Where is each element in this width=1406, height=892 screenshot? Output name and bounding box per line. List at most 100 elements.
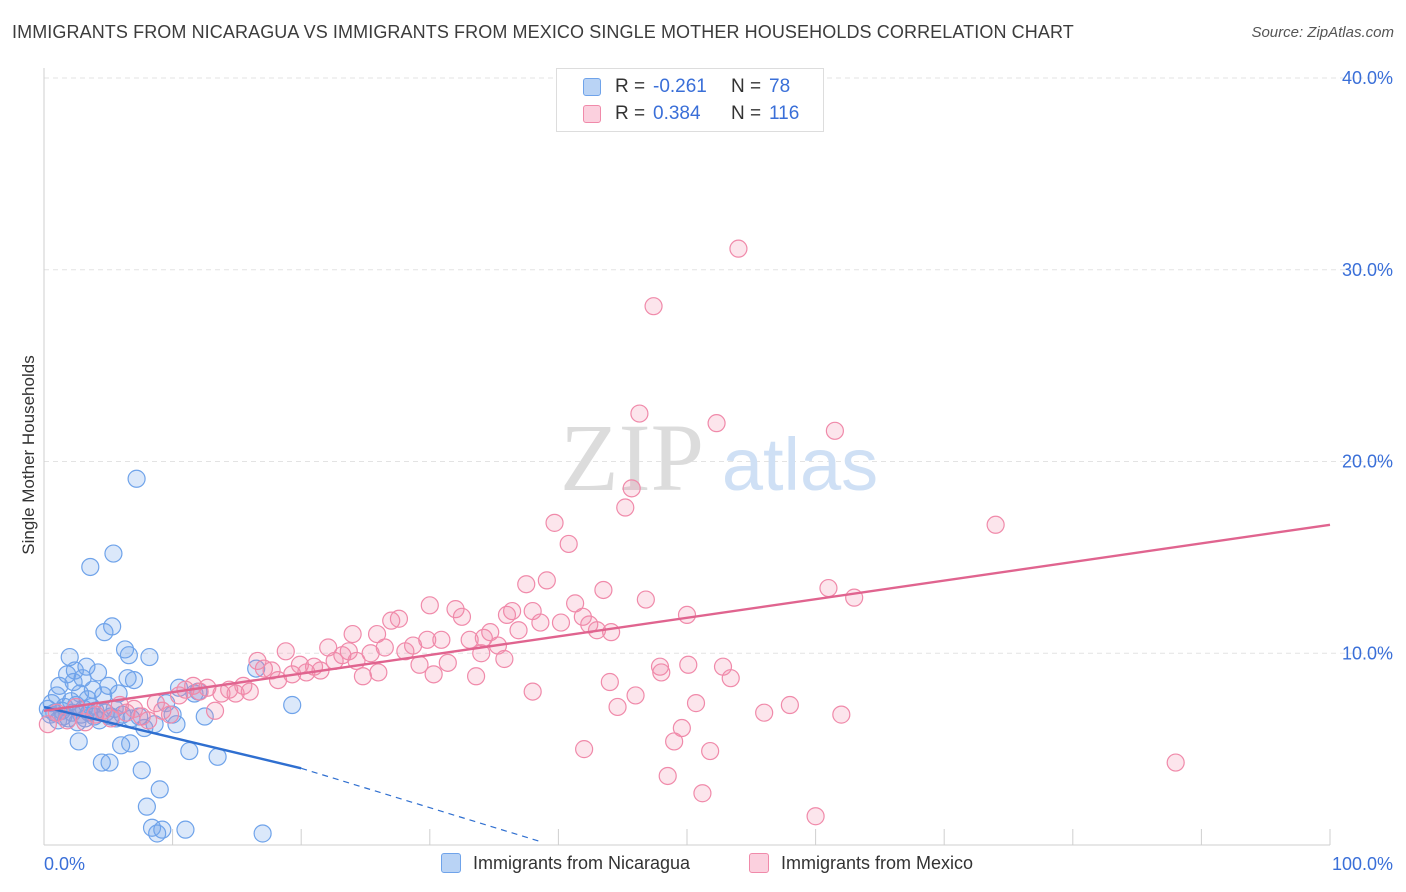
point-nicaragua [99, 676, 118, 695]
point-nicaragua [195, 707, 214, 726]
legend-swatch-nicaragua [441, 853, 461, 873]
point-mexico [226, 684, 245, 703]
watermark-zip: ZIP [560, 404, 704, 511]
y-tick-label: 30.0% [1342, 260, 1393, 280]
point-mexico [677, 605, 697, 625]
point-mexico [418, 630, 437, 649]
point-mexico [575, 740, 594, 759]
point-mexico [626, 686, 645, 705]
series-legend: Immigrants from Nicaragua Immigrants fro… [0, 852, 1406, 878]
x-tick-label-min: 0.0% [44, 854, 85, 874]
watermark: ZIP atlas [560, 404, 878, 511]
legend-label-mexico: Immigrants from Mexico [781, 853, 974, 873]
point-mexico [523, 682, 542, 701]
point-mexico [375, 638, 394, 657]
point-mexico [806, 807, 825, 826]
point-nicaragua [253, 824, 272, 843]
point-mexico [636, 590, 655, 609]
point-mexico [124, 699, 144, 718]
point-mexico [622, 479, 641, 498]
watermark-atlas: atlas [722, 423, 878, 506]
point-nicaragua [100, 753, 119, 772]
point-mexico [819, 578, 838, 598]
point-nicaragua [124, 670, 144, 690]
point-mexico [686, 694, 706, 713]
trend-lines [43, 523, 1331, 842]
point-mexico [650, 657, 670, 676]
point-mexico [545, 513, 564, 532]
point-nicaragua [69, 732, 88, 751]
point-mexico [497, 605, 517, 625]
point-nicaragua [127, 469, 146, 488]
source-credit: Source: ZipAtlas.com [1251, 24, 1394, 41]
legend-label-nicaragua: Immigrants from Nicaragua [473, 853, 691, 873]
trend-line-nicaragua [43, 705, 302, 770]
point-mexico [240, 682, 259, 701]
point-mexico [707, 414, 726, 433]
stats-legend: R = -0.261 N = 78 R = 0.384 N = 116 [556, 68, 824, 132]
point-mexico [466, 667, 486, 686]
point-mexico [832, 705, 851, 724]
point-mexico [644, 297, 663, 316]
point-mexico [986, 515, 1005, 534]
point-mexico [438, 653, 457, 672]
point-nicaragua [65, 661, 84, 680]
point-nicaragua [132, 761, 151, 780]
point-mexico [343, 624, 362, 644]
point-mexico [600, 672, 619, 692]
point-nicaragua [112, 736, 131, 755]
point-mexico [205, 701, 225, 720]
stats-row-mexico: R = 0.384 N = 116 [557, 101, 823, 127]
n-value: 78 [769, 76, 791, 97]
point-mexico [452, 607, 472, 626]
n-label: N = [731, 103, 762, 124]
stats-row-nicaragua: R = -0.261 N = 78 [557, 74, 823, 100]
y-tick-label: 20.0% [1342, 452, 1393, 472]
stats-swatch-mexico [583, 105, 601, 123]
point-mexico [658, 766, 677, 786]
point-nicaragua [180, 741, 199, 761]
point-mexico [481, 623, 500, 642]
point-nicaragua [119, 646, 138, 665]
r-value: -0.261 [653, 76, 707, 97]
point-mexico [652, 663, 671, 682]
point-mexico [755, 703, 774, 722]
point-mexico [594, 580, 613, 600]
point-mexico [701, 741, 720, 761]
point-nicaragua [103, 617, 122, 636]
point-nicaragua [140, 647, 159, 667]
point-nicaragua [137, 797, 156, 816]
point-mexico [367, 624, 387, 644]
n-label: N = [731, 76, 762, 97]
point-mexico [531, 613, 550, 632]
point-mexico [780, 695, 799, 715]
point-mexico [160, 705, 180, 724]
trend-extension-nicaragua [301, 767, 540, 842]
point-nicaragua [167, 715, 186, 734]
point-mexico [559, 534, 578, 554]
point-mexico [665, 732, 684, 751]
point-mexico [369, 663, 388, 682]
x-tick-label-max: 100.0% [1332, 854, 1393, 874]
point-mexico [721, 669, 740, 688]
point-mexico [630, 404, 649, 423]
tick-labels: 10.0% 20.0% 30.0% 40.0% 0.0% 100.0% [44, 68, 1393, 874]
point-nicaragua [88, 663, 108, 682]
point-mexico [602, 623, 621, 642]
n-value: 116 [769, 103, 800, 124]
point-nicaragua [153, 820, 172, 839]
point-mexico [551, 613, 571, 632]
r-label: R = [615, 76, 646, 97]
point-mexico [1166, 753, 1185, 772]
point-nicaragua [121, 734, 140, 753]
point-mexico [139, 711, 158, 730]
point-mexico [495, 649, 514, 669]
point-mexico [825, 421, 844, 440]
point-nicaragua [283, 695, 302, 715]
point-mexico [432, 630, 451, 649]
point-nicaragua [247, 659, 266, 678]
point-mexico [509, 621, 528, 640]
point-mexico [729, 239, 748, 258]
point-mexico [679, 655, 698, 674]
